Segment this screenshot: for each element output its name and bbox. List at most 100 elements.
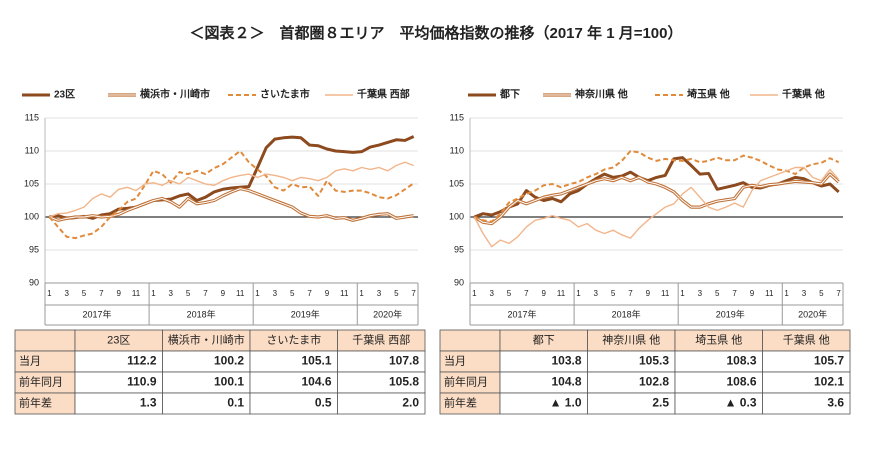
x-tick-label: 5 (394, 289, 399, 298)
legend-label: さいたま市 (260, 88, 310, 101)
x-tick-label: 1 (359, 289, 364, 298)
table-value: 0.1 (227, 396, 244, 410)
year-label: 2018年 (187, 308, 216, 319)
x-tick-label: 7 (99, 289, 104, 298)
table-header: 埼玉県 他 (695, 332, 742, 346)
x-tick-label: 1 (255, 289, 260, 298)
x-tick-label: 5 (290, 289, 295, 298)
year-label: 2017年 (508, 308, 537, 319)
x-tick-label: 1 (151, 289, 156, 298)
x-tick-label: 11 (557, 289, 566, 298)
x-tick-label: 3 (169, 289, 174, 298)
table-value: 108.3 (726, 354, 756, 368)
table-value: 102.8 (639, 375, 669, 389)
x-tick-label: 1 (47, 289, 52, 298)
table-header: 千葉県 西部 (352, 332, 410, 346)
table-row-label: 当月 (19, 353, 41, 367)
x-tick-label: 5 (715, 289, 720, 298)
x-tick-label: 3 (273, 289, 278, 298)
x-tick-label: 1 (472, 289, 477, 298)
x-tick-label: 9 (542, 289, 547, 298)
y-tick-label: 110 (25, 145, 39, 155)
table-cell (337, 392, 426, 415)
x-tick-label: 11 (236, 289, 245, 298)
x-tick-label: 11 (340, 289, 349, 298)
x-tick-label: 9 (117, 289, 122, 298)
table-header: 都下 (533, 333, 555, 346)
x-tick-label: 5 (819, 289, 824, 298)
y-tick-label: 90 (29, 277, 39, 287)
legend-label: 千葉県 西部 (357, 88, 410, 101)
year-label: 2017年 (83, 308, 112, 319)
legend-label: 神奈川県 他 (575, 88, 628, 101)
y-tick-label: 100 (24, 211, 39, 221)
x-tick-label: 11 (132, 289, 141, 298)
x-tick-label: 11 (661, 289, 670, 298)
page-title: ＜図表２＞ 首都圏８エリア 平均価格指数の推移（2017 年 1 月=100） (189, 24, 682, 42)
y-tick-label: 110 (450, 145, 464, 155)
x-tick-label: 9 (221, 289, 226, 298)
table-value: 0.5 (315, 396, 332, 410)
table-row-label: 前年同月 (19, 374, 63, 388)
x-tick-label: 7 (203, 289, 208, 298)
x-tick-label: 5 (611, 289, 616, 298)
table-value: 110.9 (127, 375, 157, 389)
series-line (473, 166, 840, 248)
table-cell (762, 392, 851, 415)
table-cell (439, 329, 501, 352)
table-value: 105.8 (389, 375, 419, 389)
table-row-label: 当月 (444, 353, 466, 367)
table-header: 横浜市・川崎市 (168, 332, 245, 346)
year-label: 2020年 (373, 308, 402, 319)
legend-label: 千葉県 他 (782, 88, 825, 101)
table-row-label: 前年同月 (444, 374, 488, 388)
x-tick-label: 1 (784, 289, 789, 298)
series-line (473, 150, 840, 223)
table-value: 105.7 (814, 354, 844, 368)
series-line-inner (49, 188, 414, 221)
series-line (48, 187, 414, 222)
table-value: 104.8 (551, 375, 581, 389)
x-tick-label: 7 (411, 289, 416, 298)
x-tick-label: 5 (82, 289, 87, 298)
x-tick-label: 5 (507, 289, 512, 298)
x-tick-label: 7 (836, 289, 841, 298)
table-value: ▲ 1.0 (550, 396, 582, 410)
legend-label: 都下 (499, 88, 520, 101)
table-value: 102.1 (814, 375, 844, 389)
x-tick-label: 1 (680, 289, 685, 298)
table-value: 100.1 (214, 375, 244, 389)
legend-label: 埼玉県 他 (687, 88, 730, 101)
series-line (473, 172, 840, 226)
table-header: 神奈川県 他 (602, 332, 660, 346)
y-tick-label: 90 (454, 277, 464, 287)
x-tick-label: 9 (325, 289, 330, 298)
x-tick-label: 3 (64, 289, 69, 298)
y-tick-label: 95 (29, 244, 39, 254)
table-row-label: 前年差 (444, 395, 477, 409)
year-label: 2019年 (291, 308, 320, 319)
x-tick-label: 9 (646, 289, 651, 298)
y-tick-label: 115 (25, 112, 39, 122)
x-tick-label: 3 (489, 289, 494, 298)
x-tick-label: 3 (594, 289, 599, 298)
year-label: 2019年 (716, 308, 745, 319)
table-row-label: 前年差 (19, 395, 52, 409)
table-value: 108.6 (726, 375, 756, 389)
table-value: 105.3 (639, 354, 669, 368)
series-line (48, 150, 415, 240)
x-tick-label: 7 (307, 289, 312, 298)
x-tick-label: 3 (377, 289, 382, 298)
table-value: 1.3 (140, 396, 157, 410)
series-line-inner (474, 173, 839, 225)
table-value: 2.0 (402, 396, 419, 410)
table-value: 3.6 (827, 396, 844, 410)
x-tick-label: 7 (524, 289, 529, 298)
x-tick-label: 7 (628, 289, 633, 298)
x-tick-label: 5 (186, 289, 191, 298)
table-value: 2.5 (652, 396, 669, 410)
series-line (49, 135, 415, 220)
x-tick-label: 11 (765, 289, 774, 298)
series-line (473, 156, 840, 219)
x-tick-label: 7 (732, 289, 737, 298)
